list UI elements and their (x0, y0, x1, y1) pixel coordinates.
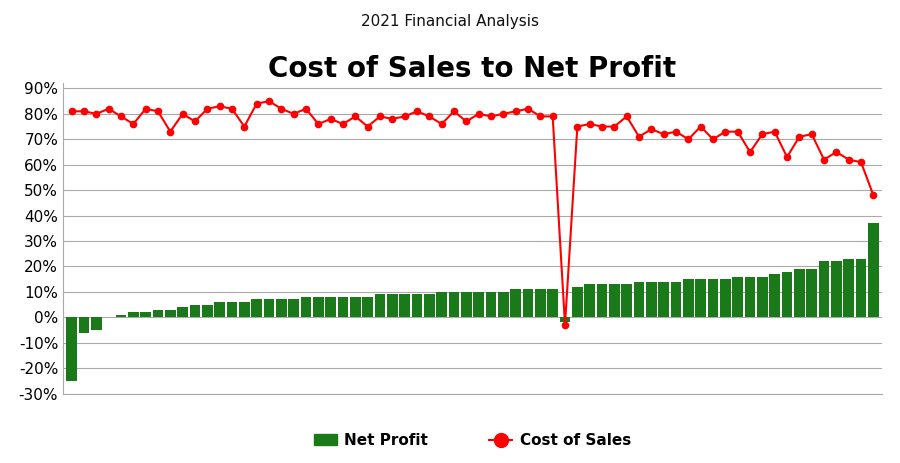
Bar (572, 287, 582, 317)
Bar (227, 302, 238, 317)
Text: 2021 Financial Analysis: 2021 Financial Analysis (361, 14, 539, 29)
Bar (486, 292, 496, 317)
Bar (202, 305, 212, 317)
Bar (659, 282, 669, 317)
Bar (782, 271, 792, 317)
Bar (683, 279, 694, 317)
Bar (696, 279, 706, 317)
Bar (819, 261, 829, 317)
Bar (597, 284, 608, 317)
Bar (153, 310, 163, 317)
Bar (67, 317, 76, 381)
Bar (214, 302, 225, 317)
Legend: Net Profit, Cost of Sales: Net Profit, Cost of Sales (308, 427, 637, 454)
Bar (720, 279, 731, 317)
Bar (733, 276, 742, 317)
Bar (621, 284, 632, 317)
Bar (536, 289, 545, 317)
Bar (757, 276, 768, 317)
Bar (794, 269, 805, 317)
Bar (91, 317, 102, 330)
Bar (239, 302, 249, 317)
Bar (140, 312, 151, 317)
Bar (313, 297, 324, 317)
Bar (326, 297, 336, 317)
Bar (609, 284, 619, 317)
Bar (707, 279, 718, 317)
Bar (560, 317, 571, 322)
Bar (276, 300, 286, 317)
Bar (412, 294, 422, 317)
Bar (856, 259, 867, 317)
Title: Cost of Sales to Net Profit: Cost of Sales to Net Profit (268, 56, 677, 83)
Bar (436, 292, 447, 317)
Bar (843, 259, 854, 317)
Bar (288, 300, 299, 317)
Bar (770, 274, 780, 317)
Bar (190, 305, 200, 317)
Bar (177, 307, 188, 317)
Bar (338, 297, 348, 317)
Bar (831, 261, 842, 317)
Bar (646, 282, 657, 317)
Bar (424, 294, 435, 317)
Bar (670, 282, 681, 317)
Bar (461, 292, 472, 317)
Bar (745, 276, 755, 317)
Bar (264, 300, 274, 317)
Bar (400, 294, 410, 317)
Bar (387, 294, 398, 317)
Bar (128, 312, 139, 317)
Bar (350, 297, 361, 317)
Bar (634, 282, 644, 317)
Bar (473, 292, 484, 317)
Bar (374, 294, 385, 317)
Bar (116, 315, 126, 317)
Bar (547, 289, 558, 317)
Bar (584, 284, 595, 317)
Bar (806, 269, 817, 317)
Bar (449, 292, 459, 317)
Bar (165, 310, 176, 317)
Bar (78, 317, 89, 332)
Bar (301, 297, 311, 317)
Bar (498, 292, 508, 317)
Bar (251, 300, 262, 317)
Bar (363, 297, 373, 317)
Bar (510, 289, 521, 317)
Bar (868, 223, 878, 317)
Bar (523, 289, 533, 317)
